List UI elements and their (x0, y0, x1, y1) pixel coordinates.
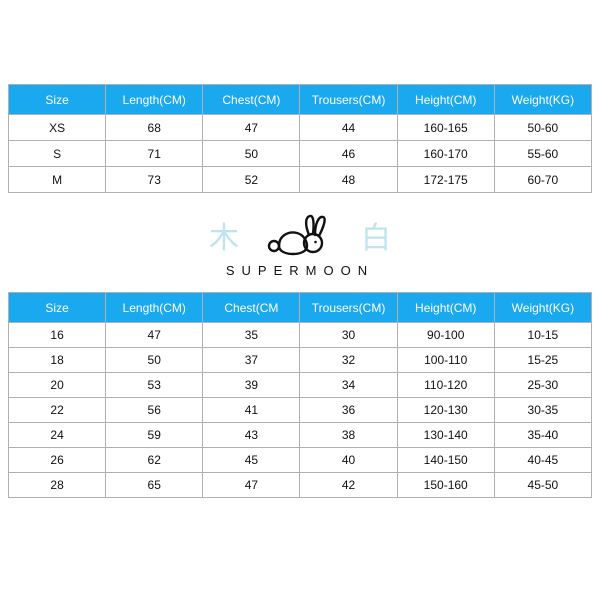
table-cell: 47 (106, 323, 203, 348)
table-cell: 28 (9, 473, 106, 498)
table-cell: 160-165 (397, 115, 494, 141)
table-cell: 39 (203, 373, 300, 398)
table-cell: 71 (106, 141, 203, 167)
table-cell: 46 (300, 141, 397, 167)
col-size: Size (9, 293, 106, 323)
table-cell: 32 (300, 348, 397, 373)
table-cell: 160-170 (397, 141, 494, 167)
size-table-adult: Size Length(CM) Chest(CM) Trousers(CM) H… (8, 84, 592, 193)
table-cell: 42 (300, 473, 397, 498)
table-row: 22564136120-13030-35 (9, 398, 592, 423)
col-chest: Chest(CM) (203, 85, 300, 115)
table-cell: 35 (203, 323, 300, 348)
col-weight: Weight(KG) (494, 293, 591, 323)
brand-name: SUPERMOON (8, 263, 592, 278)
col-weight: Weight(KG) (494, 85, 591, 115)
table-cell: 50 (203, 141, 300, 167)
table-header-row: Size Length(CM) Chest(CM) Trousers(CM) H… (9, 85, 592, 115)
table-cell: 140-150 (397, 448, 494, 473)
col-size: Size (9, 85, 106, 115)
table-row: 24594338130-14035-40 (9, 423, 592, 448)
table-cell: 90-100 (397, 323, 494, 348)
table-cell: 130-140 (397, 423, 494, 448)
table-cell: 100-110 (397, 348, 494, 373)
table-cell: M (9, 167, 106, 193)
col-trousers: Trousers(CM) (300, 85, 397, 115)
table-row: XS684744160-16550-60 (9, 115, 592, 141)
brand-logo-block: 木 白 SUPERMOON (8, 213, 592, 278)
col-chest: Chest(CM (203, 293, 300, 323)
col-length: Length(CM) (106, 293, 203, 323)
table-cell: 38 (300, 423, 397, 448)
table-cell: 50-60 (494, 115, 591, 141)
table-cell: 50 (106, 348, 203, 373)
table-cell: 47 (203, 115, 300, 141)
table-cell: 45-50 (494, 473, 591, 498)
cjk-right-char: 白 (361, 213, 391, 257)
table-row: 26624540140-15040-45 (9, 448, 592, 473)
table-cell: 172-175 (397, 167, 494, 193)
table-cell: 35-40 (494, 423, 591, 448)
table-cell: 44 (300, 115, 397, 141)
table-row: M735248172-17560-70 (9, 167, 592, 193)
table-body: XS684744160-16550-60S715046160-17055-60M… (9, 115, 592, 193)
table-cell: 26 (9, 448, 106, 473)
table-body: 1647353090-10010-1518503732100-11015-252… (9, 323, 592, 498)
table-cell: 68 (106, 115, 203, 141)
table-cell: 37 (203, 348, 300, 373)
table-cell: 150-160 (397, 473, 494, 498)
table-cell: 53 (106, 373, 203, 398)
col-height: Height(CM) (397, 293, 494, 323)
table-cell: 30-35 (494, 398, 591, 423)
table-cell: 43 (203, 423, 300, 448)
table-cell: 25-30 (494, 373, 591, 398)
table-cell: 34 (300, 373, 397, 398)
table-cell: XS (9, 115, 106, 141)
table-cell: 59 (106, 423, 203, 448)
table-cell: 65 (106, 473, 203, 498)
table-cell: 56 (106, 398, 203, 423)
table-row: 1647353090-10010-15 (9, 323, 592, 348)
table-row: 18503732100-11015-25 (9, 348, 592, 373)
table-row: S715046160-17055-60 (9, 141, 592, 167)
table-cell: 45 (203, 448, 300, 473)
table-cell: 120-130 (397, 398, 494, 423)
table-cell: 47 (203, 473, 300, 498)
table-cell: 16 (9, 323, 106, 348)
cjk-left-char: 木 (209, 213, 239, 257)
rabbit-icon (265, 213, 335, 257)
table-cell: 73 (106, 167, 203, 193)
table-cell: 60-70 (494, 167, 591, 193)
table-cell: 41 (203, 398, 300, 423)
table-cell: 52 (203, 167, 300, 193)
table-cell: S (9, 141, 106, 167)
table-cell: 40 (300, 448, 397, 473)
table-cell: 18 (9, 348, 106, 373)
table-row: 28654742150-16045-50 (9, 473, 592, 498)
table-cell: 20 (9, 373, 106, 398)
table-cell: 15-25 (494, 348, 591, 373)
table-cell: 62 (106, 448, 203, 473)
size-table-kids: Size Length(CM) Chest(CM Trousers(CM) He… (8, 292, 592, 498)
table-cell: 36 (300, 398, 397, 423)
table-cell: 30 (300, 323, 397, 348)
table-header-row: Size Length(CM) Chest(CM Trousers(CM) He… (9, 293, 592, 323)
table-cell: 110-120 (397, 373, 494, 398)
table-cell: 40-45 (494, 448, 591, 473)
table-cell: 48 (300, 167, 397, 193)
table-row: 20533934110-12025-30 (9, 373, 592, 398)
col-length: Length(CM) (106, 85, 203, 115)
col-trousers: Trousers(CM) (300, 293, 397, 323)
table-cell: 24 (9, 423, 106, 448)
table-cell: 55-60 (494, 141, 591, 167)
table-cell: 10-15 (494, 323, 591, 348)
col-height: Height(CM) (397, 85, 494, 115)
table-cell: 22 (9, 398, 106, 423)
